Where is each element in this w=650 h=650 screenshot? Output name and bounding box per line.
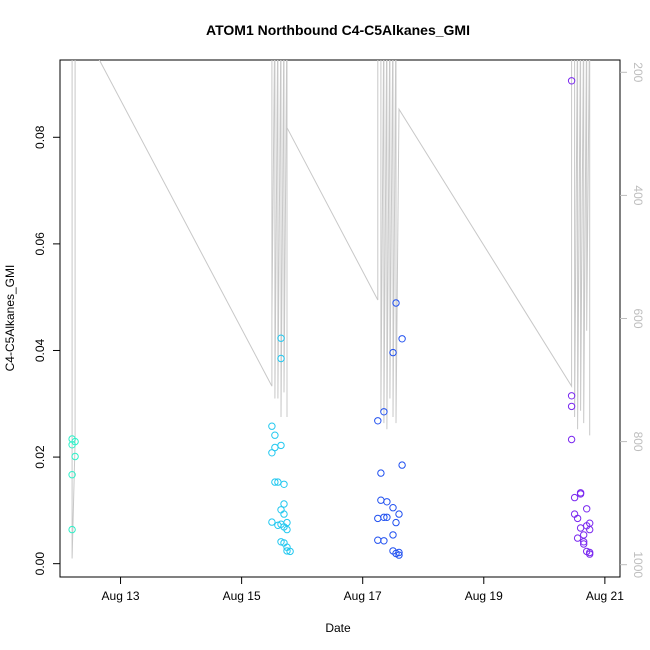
data-point-g3-1: [392, 299, 400, 307]
x-tick-label-2: Aug 15: [223, 589, 261, 603]
data-point-g2-23: [283, 547, 291, 555]
x-tick-label-4: Aug 19: [465, 589, 503, 603]
data-point-g2-14: [268, 518, 276, 526]
y-axis: 0.00 0.02 0.04 0.06 0.08: [33, 125, 60, 575]
data-point-g3-17: [380, 537, 388, 545]
data-point-g3-2: [398, 335, 406, 343]
y2-tick-label-2: 400: [631, 185, 645, 205]
data-point-g2-4: [277, 441, 285, 450]
data-point-g3-6: [398, 461, 406, 469]
data-point-g2-7: [277, 354, 285, 363]
point-layer: [68, 77, 594, 559]
x-tick-label-1: Aug 13: [102, 589, 140, 603]
data-point-g3-9: [383, 498, 391, 506]
y-tick-label-3: 0.04: [33, 338, 47, 362]
chart-title: ATOM1 Northbound C4-C5Alkanes_GMI: [206, 22, 470, 38]
data-point-g2-2: [271, 431, 279, 439]
data-point-g4-21: [586, 550, 594, 558]
plot-frame: [59, 59, 621, 578]
x-axis: Aug 13 Aug 15 Aug 17 Aug 19 Aug 21: [102, 577, 624, 603]
y2-tick-label-4: 800: [631, 432, 645, 452]
data-point-g2-13: [280, 510, 288, 518]
y-tick-label-5: 0.08: [33, 125, 47, 149]
data-point-g4-14: [586, 525, 594, 534]
data-point-g4-7: [570, 493, 579, 502]
data-point-g4-6: [576, 490, 585, 498]
data-point-g3-21: [395, 548, 403, 557]
data-point-g3-16: [374, 536, 382, 544]
data-point-g3-15: [392, 518, 400, 527]
data-point-g4-18: [580, 540, 588, 548]
y-tick-label-1: 0.00: [33, 552, 47, 576]
data-point-g1-6: [68, 525, 76, 534]
data-point-g3-10: [389, 504, 397, 512]
y-tick-label-4: 0.06: [33, 232, 47, 256]
data-point-g2-5: [268, 449, 276, 457]
data-point-g3-12: [374, 514, 382, 523]
data-point-g3-18: [389, 531, 397, 539]
data-point-g2-19: [283, 525, 291, 534]
data-point-g4-8: [583, 505, 591, 513]
data-point-g4-17: [580, 538, 588, 546]
line-layer: [71, 60, 591, 559]
y2-axis-right: 200 400 600 800 1000: [620, 62, 645, 578]
data-point-g4-2: [567, 392, 576, 400]
data-point-g3-5: [374, 417, 382, 425]
data-point-g4-16: [573, 534, 582, 542]
y2-tick-label-3: 600: [631, 308, 645, 328]
data-point-g4-15: [580, 531, 588, 539]
data-point-g4-3: [567, 402, 576, 411]
data-point-g2-6: [277, 334, 285, 342]
data-point-g4-10: [573, 514, 582, 523]
data-point-g3-11: [395, 510, 403, 518]
data-point-g3-3: [389, 348, 397, 357]
data-point-g4-12: [576, 524, 585, 532]
y-axis-label: C4-C5Alkanes_GMI: [3, 265, 17, 372]
data-point-g2-1: [268, 422, 276, 430]
data-point-g3-14: [383, 513, 391, 521]
x-axis-label: Date: [325, 621, 351, 635]
secondary-line-1: [71, 60, 591, 559]
data-point-g1-5: [68, 471, 76, 479]
data-point-g1-3: [71, 437, 79, 446]
y2-tick-label-5: 1000: [631, 551, 645, 578]
data-point-g2-10: [280, 480, 288, 488]
data-point-g3-13: [380, 513, 388, 521]
y-tick-label-2: 0.02: [33, 445, 47, 469]
data-point-g3-4: [380, 408, 388, 416]
data-point-g3-8: [377, 496, 385, 504]
x-tick-label-3: Aug 17: [344, 589, 382, 603]
data-point-g2-8: [271, 478, 279, 486]
x-tick-label-5: Aug 21: [586, 589, 624, 603]
data-point-g2-24: [286, 547, 294, 556]
data-point-g3-22: [395, 551, 403, 559]
y2-tick-label-1: 200: [631, 62, 645, 82]
data-point-g4-4: [567, 435, 576, 444]
data-point-g4-1: [567, 77, 576, 85]
data-point-g1-4: [71, 452, 79, 461]
data-point-g3-7: [377, 469, 385, 477]
data-point-g2-11: [280, 500, 288, 508]
